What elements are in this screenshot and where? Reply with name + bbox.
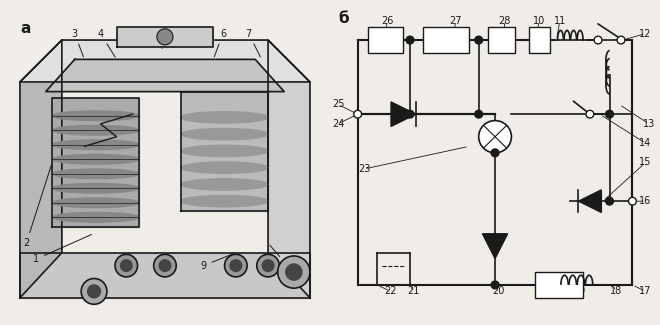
Ellipse shape <box>52 125 139 135</box>
Text: 9: 9 <box>201 254 233 271</box>
Ellipse shape <box>181 145 268 157</box>
Circle shape <box>121 260 132 271</box>
Circle shape <box>159 260 171 271</box>
Circle shape <box>586 110 594 118</box>
Ellipse shape <box>52 183 139 193</box>
Ellipse shape <box>181 128 268 140</box>
Text: а: а <box>20 21 30 36</box>
Circle shape <box>606 197 613 205</box>
Polygon shape <box>20 40 310 82</box>
Circle shape <box>475 110 482 118</box>
Text: 11: 11 <box>554 16 566 26</box>
Ellipse shape <box>181 112 268 123</box>
Text: б: б <box>338 11 348 26</box>
Polygon shape <box>268 40 310 298</box>
Text: 12: 12 <box>640 29 651 39</box>
Text: 8: 8 <box>270 245 290 271</box>
Circle shape <box>594 36 602 44</box>
Bar <box>529 27 550 53</box>
Circle shape <box>154 254 176 277</box>
Text: 18: 18 <box>610 286 622 296</box>
Circle shape <box>286 264 302 280</box>
Text: 2: 2 <box>23 165 51 248</box>
Circle shape <box>628 197 636 205</box>
Polygon shape <box>20 40 62 298</box>
Text: 27: 27 <box>449 16 462 26</box>
Bar <box>488 27 515 53</box>
Circle shape <box>278 256 310 288</box>
Ellipse shape <box>52 169 139 179</box>
Circle shape <box>257 254 279 277</box>
Text: 20: 20 <box>492 286 504 296</box>
Circle shape <box>406 36 414 44</box>
Polygon shape <box>20 253 310 298</box>
Ellipse shape <box>52 140 139 150</box>
Circle shape <box>478 121 512 153</box>
Text: 22: 22 <box>384 286 397 296</box>
Circle shape <box>157 29 173 45</box>
Bar <box>368 27 403 53</box>
Circle shape <box>262 260 274 271</box>
Polygon shape <box>117 27 213 46</box>
Circle shape <box>491 281 499 289</box>
Text: 4: 4 <box>98 29 115 57</box>
Text: 15: 15 <box>640 158 651 167</box>
Ellipse shape <box>52 213 139 222</box>
Text: 6: 6 <box>214 29 226 57</box>
Circle shape <box>354 110 362 118</box>
Text: 25: 25 <box>332 99 345 110</box>
Text: 28: 28 <box>499 16 511 26</box>
Text: 10: 10 <box>533 16 545 26</box>
Circle shape <box>115 254 137 277</box>
Text: 5: 5 <box>136 29 162 48</box>
Text: 24: 24 <box>332 119 345 129</box>
Circle shape <box>81 279 107 304</box>
Circle shape <box>617 36 625 44</box>
Ellipse shape <box>52 198 139 208</box>
Circle shape <box>224 254 247 277</box>
Ellipse shape <box>52 154 139 164</box>
Circle shape <box>406 110 414 118</box>
Polygon shape <box>181 92 268 211</box>
Bar <box>423 27 469 53</box>
Circle shape <box>230 260 242 271</box>
Ellipse shape <box>181 196 268 207</box>
Text: 3: 3 <box>72 29 83 57</box>
Polygon shape <box>578 190 601 213</box>
Text: 14: 14 <box>640 138 651 148</box>
Text: 1: 1 <box>33 235 92 264</box>
Polygon shape <box>52 98 139 227</box>
Circle shape <box>606 110 613 118</box>
Text: 26: 26 <box>381 16 393 26</box>
Text: 19: 19 <box>574 286 586 296</box>
Bar <box>535 272 583 298</box>
Text: 7: 7 <box>246 29 261 57</box>
Ellipse shape <box>181 162 268 173</box>
Text: 13: 13 <box>643 119 655 129</box>
Circle shape <box>88 285 100 298</box>
Text: 21: 21 <box>407 286 420 296</box>
Text: 17: 17 <box>640 286 651 296</box>
Polygon shape <box>482 234 508 258</box>
Polygon shape <box>391 102 416 126</box>
Text: 16: 16 <box>640 196 651 206</box>
Circle shape <box>475 36 482 44</box>
Polygon shape <box>46 59 284 92</box>
Text: 23: 23 <box>358 164 370 174</box>
Ellipse shape <box>181 179 268 190</box>
Circle shape <box>491 149 499 157</box>
Ellipse shape <box>52 111 139 121</box>
